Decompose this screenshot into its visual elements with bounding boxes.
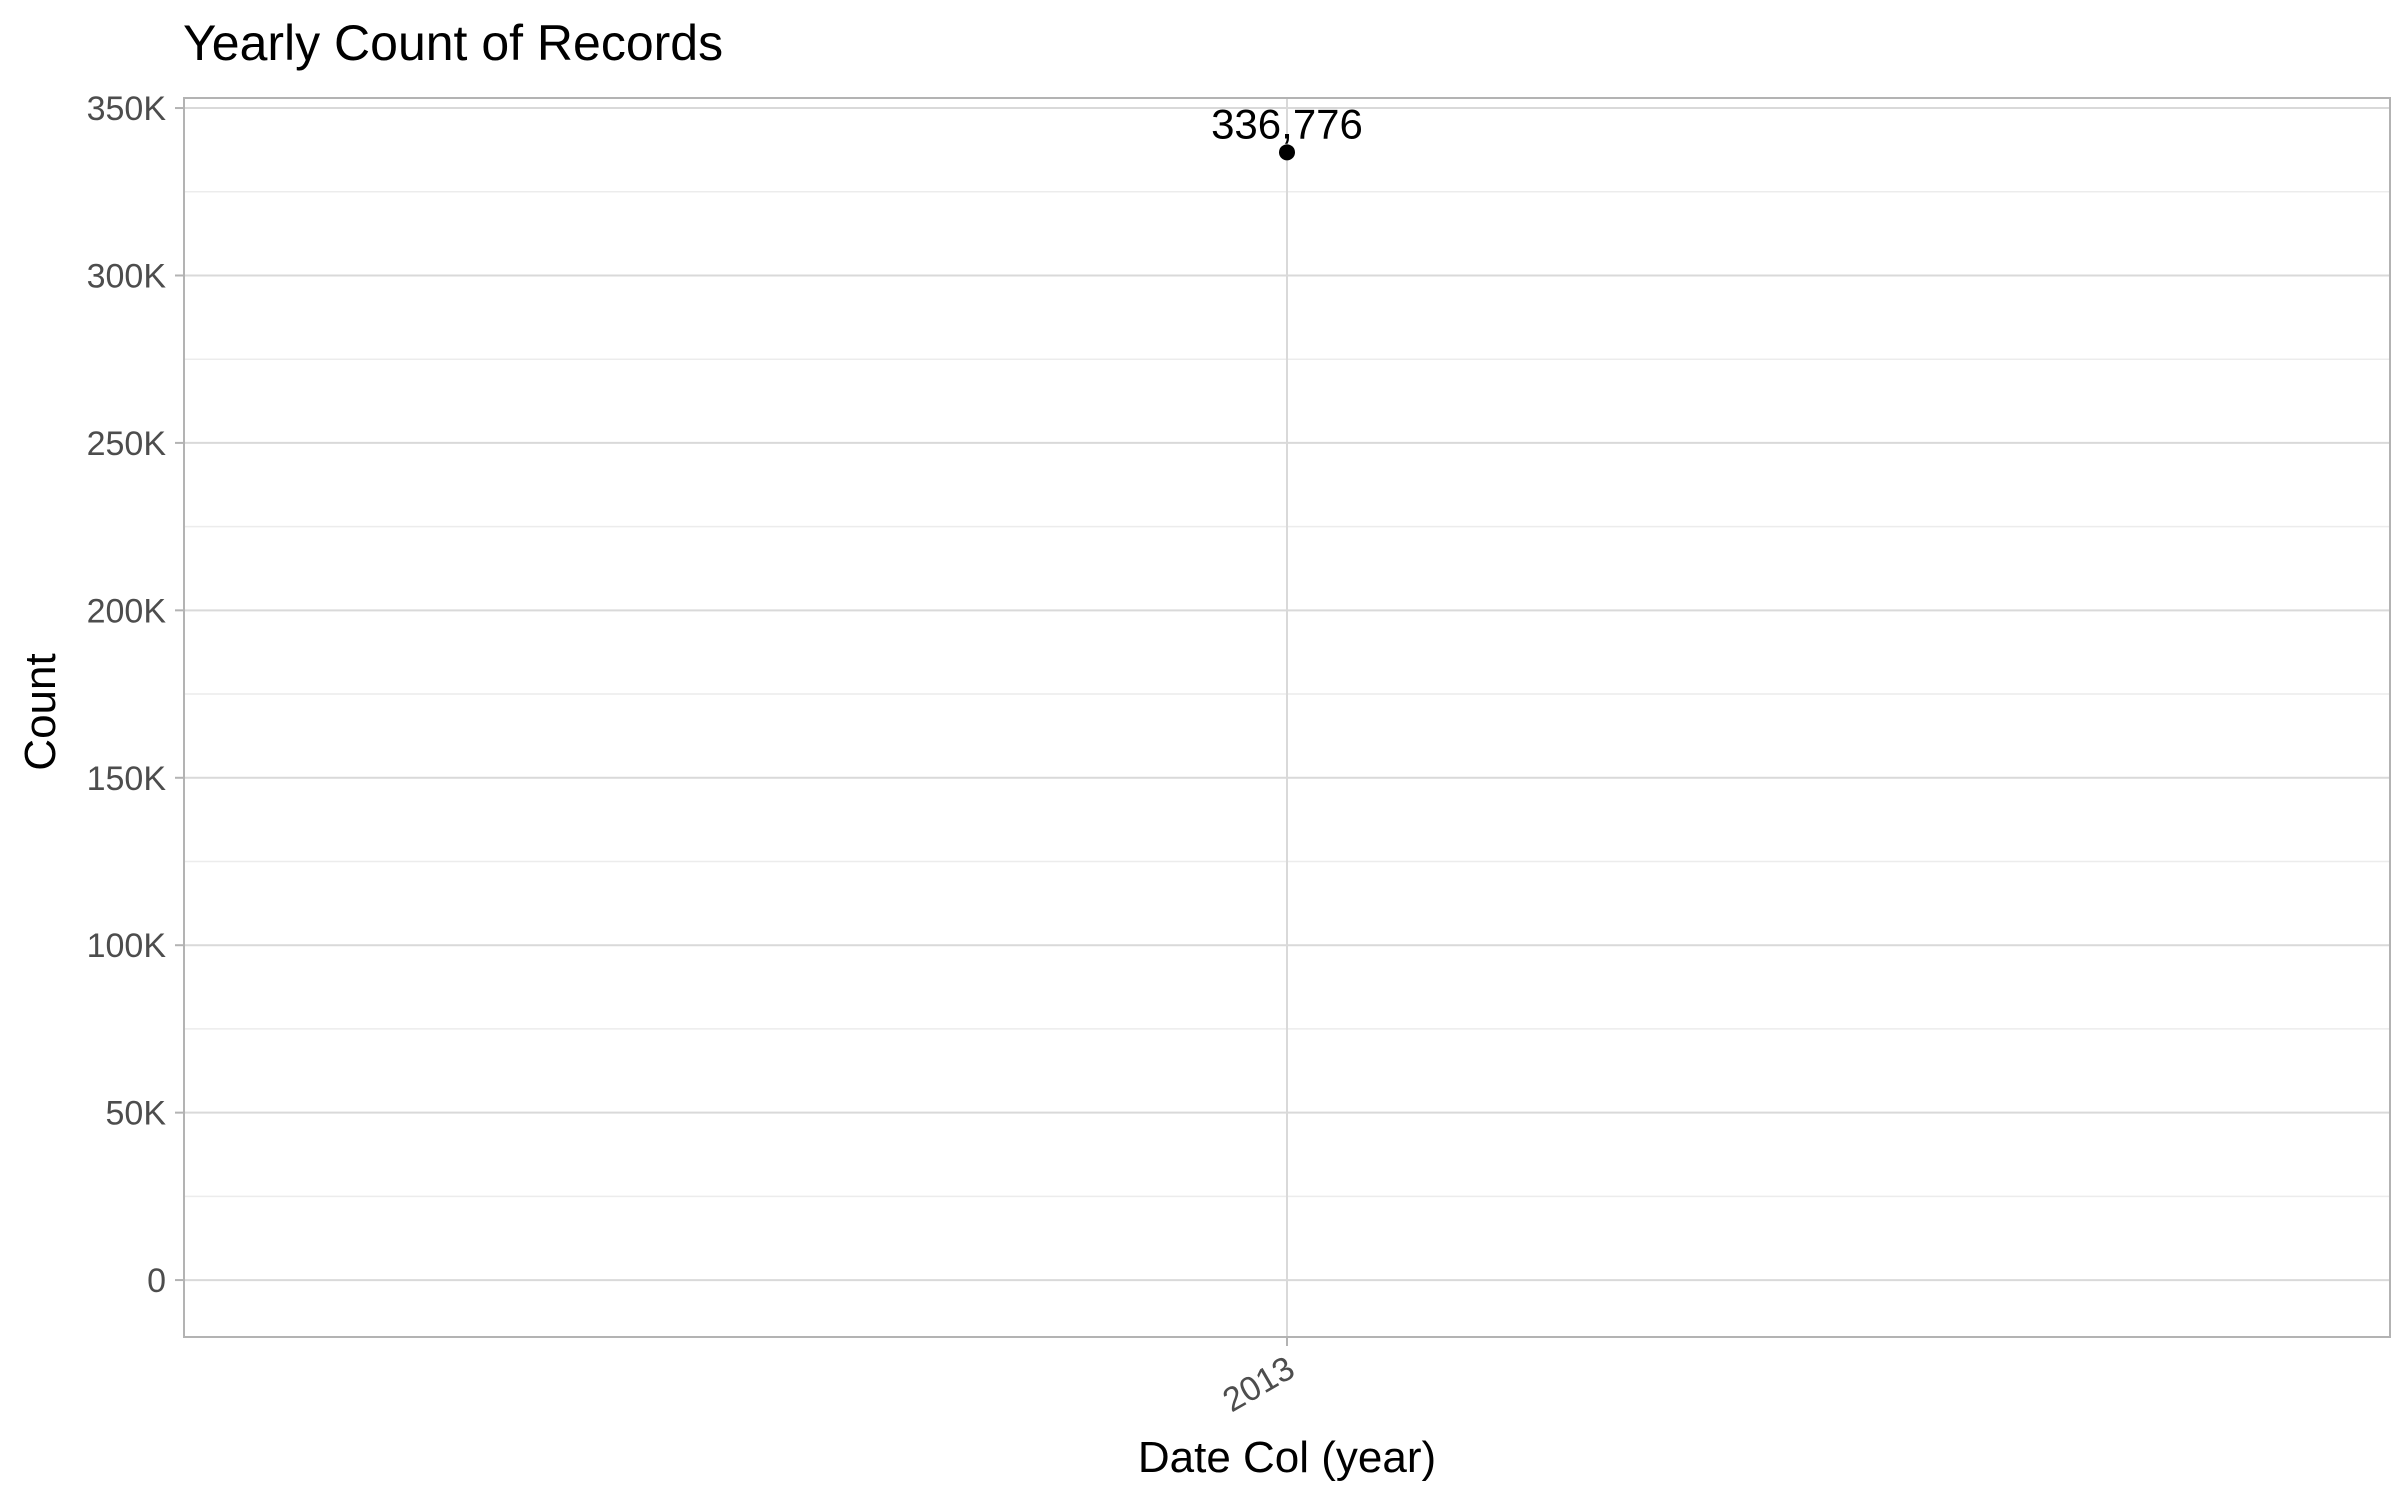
y-tick-label: 200K xyxy=(87,592,167,630)
chart-title: Yearly Count of Records xyxy=(183,15,723,71)
data-label: 336,776 xyxy=(1211,100,1363,147)
y-tick-label: 250K xyxy=(87,425,167,463)
y-tick-label: 0 xyxy=(147,1262,166,1300)
y-tick-label: 50K xyxy=(106,1095,167,1133)
y-tick-label: 300K xyxy=(87,257,167,295)
x-tick-label: 2013 xyxy=(1216,1349,1301,1420)
y-tick-label: 350K xyxy=(87,90,167,128)
x-axis-ticks: 2013 xyxy=(1216,1337,1301,1420)
plot-panel-border xyxy=(183,97,2391,1338)
y-axis-title: Count xyxy=(16,653,65,770)
data-points: 336,776 xyxy=(1211,100,1363,161)
x-axis-title: Date Col (year) xyxy=(1138,1433,1436,1482)
y-tick-label: 150K xyxy=(87,760,167,798)
y-tick-label: 100K xyxy=(87,927,167,965)
gridlines xyxy=(184,98,2390,1337)
y-axis-ticks: 0 50K 100K 150K 200K 250K 300K 350K xyxy=(87,90,184,1300)
data-point xyxy=(1279,144,1295,161)
